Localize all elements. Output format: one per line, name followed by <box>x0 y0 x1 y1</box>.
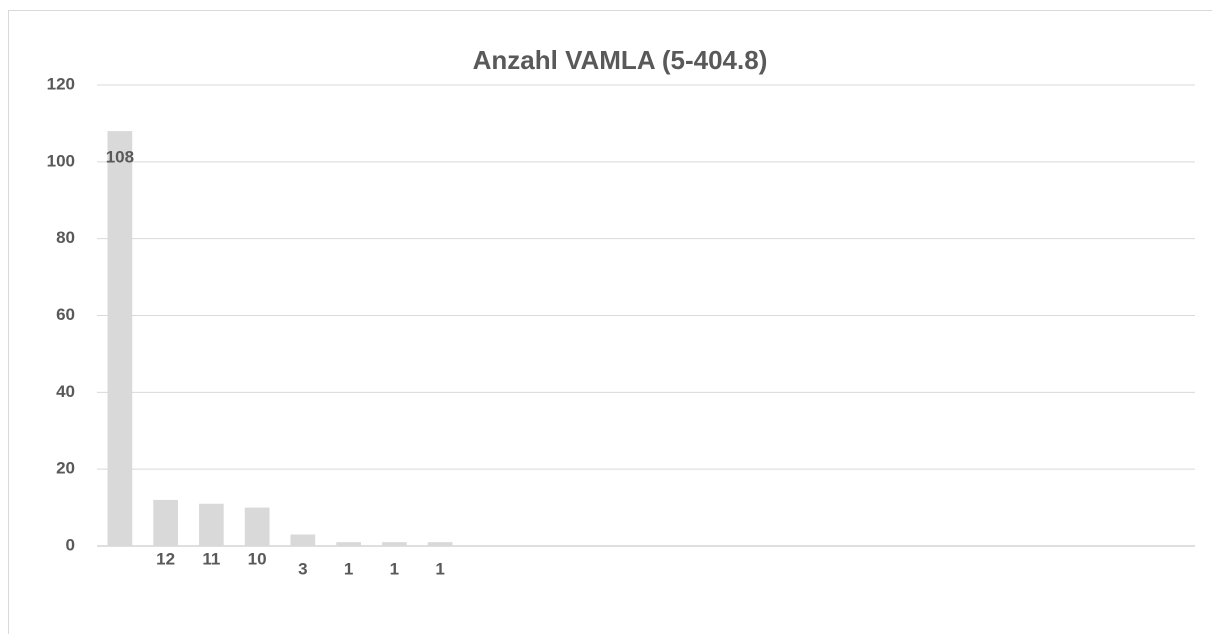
bar <box>199 503 224 546</box>
chart-frame <box>8 10 1212 634</box>
data-label: 3 <box>298 559 307 578</box>
y-tick-label: 80 <box>56 228 75 247</box>
y-tick-label: 60 <box>56 305 75 324</box>
y-tick-label: 120 <box>47 74 75 93</box>
bar <box>382 542 407 546</box>
data-label: 1 <box>435 559 444 578</box>
chart-title: Anzahl VAMLA (5-404.8) <box>473 45 768 75</box>
bar <box>244 507 270 546</box>
y-tick-label: 20 <box>56 459 75 478</box>
y-tick-label: 100 <box>47 151 75 170</box>
data-label: 12 <box>156 549 175 568</box>
data-label: 11 <box>202 549 220 568</box>
bar <box>427 542 453 546</box>
bar <box>107 131 133 546</box>
bar <box>336 542 361 546</box>
data-label: 108 <box>106 148 134 167</box>
y-tick-label: 40 <box>56 382 75 401</box>
bar <box>153 499 178 546</box>
y-tick-label: 0 <box>66 535 75 554</box>
data-label: 10 <box>248 549 267 568</box>
data-label: 1 <box>344 559 353 578</box>
bar <box>290 534 316 546</box>
data-label: 1 <box>390 559 399 578</box>
